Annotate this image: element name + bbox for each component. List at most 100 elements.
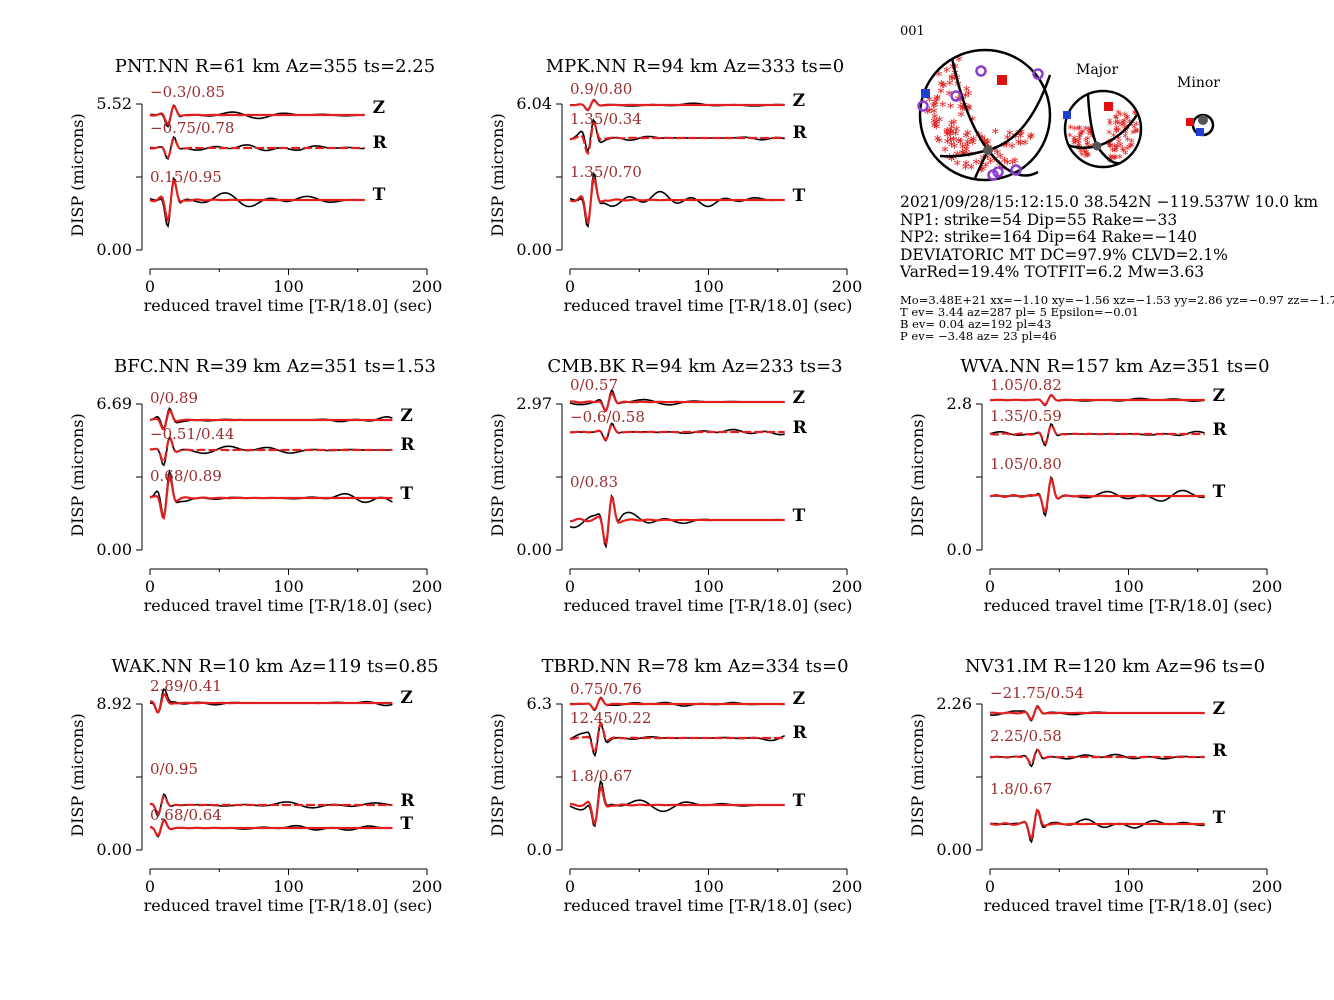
fit-label: 12.45/0.22 — [570, 709, 651, 727]
tension-mark: * — [1130, 128, 1136, 141]
tension-mark: * — [1085, 138, 1091, 151]
tension-mark: * — [1077, 129, 1083, 142]
tension-mark: * — [964, 137, 971, 153]
tension-mark: * — [1132, 108, 1138, 121]
tension-mark: * — [1018, 127, 1025, 143]
tension-mark: * — [997, 151, 1004, 167]
tension-mark: * — [933, 117, 940, 133]
tension-mark: * — [958, 110, 965, 126]
x-axis-label: reduced travel time [T-R/18.0] (sec) — [144, 596, 433, 615]
x-tick-label: 0 — [565, 877, 575, 896]
t-axis-marker — [997, 75, 1007, 85]
tension-mark: * — [957, 101, 964, 117]
tension-mark: * — [964, 128, 971, 144]
x-tick-label: 100 — [693, 877, 724, 896]
synthetic-trace — [989, 748, 1205, 766]
fit-label: −0.6/0.58 — [570, 408, 645, 426]
tension-mark: * — [1001, 155, 1008, 171]
x-tick-label: 200 — [412, 877, 443, 896]
tension-mark: * — [1123, 148, 1129, 161]
tension-mark: * — [1078, 146, 1084, 159]
detail-line: T ev= 3.44 az=287 pl= 5 Epsilon=−0.01 — [900, 304, 1139, 319]
tension-mark: * — [944, 136, 951, 152]
tension-mark: * — [1072, 124, 1078, 137]
detail-line: Mo=3.48E+21 xx=−1.10 xy=−1.56 xz=−1.53 y… — [900, 292, 1334, 307]
y-tick-label: 2.97 — [516, 394, 552, 413]
tension-mark: * — [933, 122, 940, 138]
observed-trace — [569, 722, 786, 758]
synthetic-trace — [149, 408, 393, 431]
tension-mark: * — [934, 92, 941, 108]
x-tick-label: 200 — [832, 577, 863, 596]
tension-mark: * — [951, 141, 958, 157]
x-tick-label: 100 — [693, 577, 724, 596]
panel-title: MPK.NN R=94 km Az=333 ts=0 — [546, 56, 845, 77]
tension-mark: * — [1133, 126, 1139, 139]
mechanism-line: VarRed=19.4% TOTFIT=6.2 Mw=3.63 — [900, 263, 1205, 281]
tension-mark: * — [948, 122, 955, 138]
fit-label: −0.51/0.44 — [150, 425, 234, 443]
synthetic-trace — [150, 819, 393, 837]
tension-mark: * — [970, 134, 977, 150]
tension-mark: * — [947, 127, 954, 143]
tension-mark: * — [1086, 126, 1092, 139]
x-axis-label: reduced travel time [T-R/18.0] (sec) — [984, 896, 1273, 915]
tension-mark: * — [984, 152, 991, 168]
tension-mark: * — [954, 158, 961, 174]
tension-mark: * — [1079, 129, 1085, 142]
tension-mark: * — [1027, 132, 1034, 148]
x-tick-label: 100 — [1113, 577, 1144, 596]
tension-mark: * — [1116, 134, 1122, 147]
b-axis-marker — [1198, 115, 1208, 125]
tension-mark: * — [948, 154, 955, 170]
tension-mark: * — [991, 154, 998, 170]
fit-label: 1.05/0.80 — [990, 455, 1062, 473]
y-tick-label: 0.00 — [96, 240, 132, 259]
tension-mark: * — [937, 86, 944, 102]
tension-mark: * — [1084, 148, 1090, 161]
tension-mark: * — [1073, 136, 1079, 149]
fit-label: 1.05/0.82 — [990, 376, 1062, 394]
tension-mark: * — [936, 136, 943, 152]
detail-line: B ev= 0.04 az=192 pl=43 — [900, 316, 1052, 331]
component-label: R — [1213, 741, 1228, 761]
tension-mark: * — [1113, 118, 1119, 131]
minor-beachball-label: Minor — [1177, 75, 1220, 91]
tension-mark: * — [1128, 141, 1134, 154]
tension-mark: * — [931, 120, 938, 136]
y-tick-label: 0.0 — [527, 840, 552, 859]
panel-title: CMB.BK R=94 km Az=233 ts=3 — [547, 356, 842, 377]
tension-mark: * — [1028, 131, 1035, 147]
tension-mark: * — [1090, 132, 1096, 145]
tension-mark: * — [1082, 148, 1088, 161]
tension-mark: * — [968, 135, 975, 151]
x-tick-label: 100 — [1113, 877, 1144, 896]
tension-mark: * — [1112, 146, 1118, 159]
tension-mark: * — [1076, 140, 1082, 153]
tension-mark: * — [950, 152, 957, 168]
tension-mark: * — [947, 101, 954, 117]
station-panel: PNT.NN R=61 km Az=355 ts=2.25 0.00 5.52 0 10… — [68, 56, 442, 315]
tension-mark: * — [1016, 127, 1023, 143]
y-axis-label: DISP (microns) — [68, 413, 87, 537]
component-label: Z — [373, 98, 385, 118]
panel-title: PNT.NN R=61 km Az=355 ts=2.25 — [115, 56, 435, 77]
x-axis-label: reduced travel time [T-R/18.0] (sec) — [144, 296, 433, 315]
tension-mark: * — [987, 156, 994, 172]
tension-mark: * — [962, 91, 969, 107]
tension-mark: * — [1122, 110, 1128, 123]
panel-title: WAK.NN R=10 km Az=119 ts=0.85 — [111, 656, 438, 677]
synthetic-trace — [149, 178, 365, 224]
mechanism-line: DEVIATORIC MT DC=97.9% CLVD=2.1% — [900, 245, 1228, 264]
tension-mark: * — [1008, 141, 1015, 157]
y-tick-label: 0.00 — [516, 540, 552, 559]
tension-mark: * — [1116, 125, 1122, 138]
mechanism-line: NP2: strike=164 Dip=64 Rake=−140 — [900, 228, 1197, 246]
tension-mark: * — [1107, 141, 1113, 154]
tension-mark: * — [1108, 141, 1114, 154]
tension-mark: * — [957, 136, 964, 152]
tension-mark: * — [1004, 158, 1011, 174]
tension-mark: * — [1088, 130, 1094, 143]
tension-mark: * — [932, 97, 939, 113]
station-marker — [917, 100, 929, 112]
